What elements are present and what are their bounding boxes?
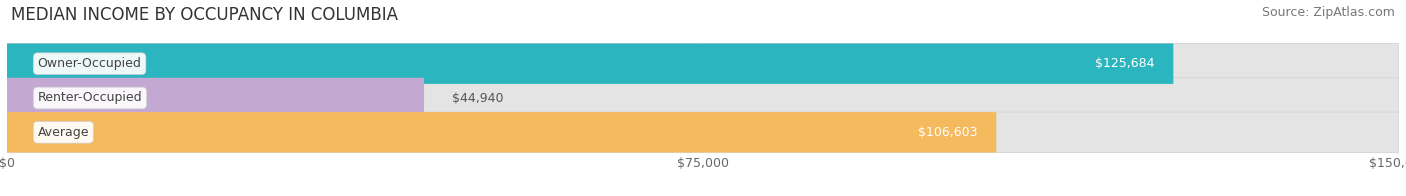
Text: Average: Average xyxy=(38,126,89,139)
FancyBboxPatch shape xyxy=(7,112,997,152)
FancyBboxPatch shape xyxy=(7,44,1399,84)
FancyBboxPatch shape xyxy=(7,44,1174,84)
FancyBboxPatch shape xyxy=(7,78,1399,118)
Text: $125,684: $125,684 xyxy=(1095,57,1154,70)
Text: Source: ZipAtlas.com: Source: ZipAtlas.com xyxy=(1261,6,1395,19)
FancyBboxPatch shape xyxy=(7,112,1399,152)
FancyBboxPatch shape xyxy=(7,78,425,118)
Text: MEDIAN INCOME BY OCCUPANCY IN COLUMBIA: MEDIAN INCOME BY OCCUPANCY IN COLUMBIA xyxy=(11,6,398,24)
Text: Owner-Occupied: Owner-Occupied xyxy=(38,57,142,70)
Text: $106,603: $106,603 xyxy=(918,126,977,139)
Text: Renter-Occupied: Renter-Occupied xyxy=(38,92,142,104)
Text: $44,940: $44,940 xyxy=(451,92,503,104)
